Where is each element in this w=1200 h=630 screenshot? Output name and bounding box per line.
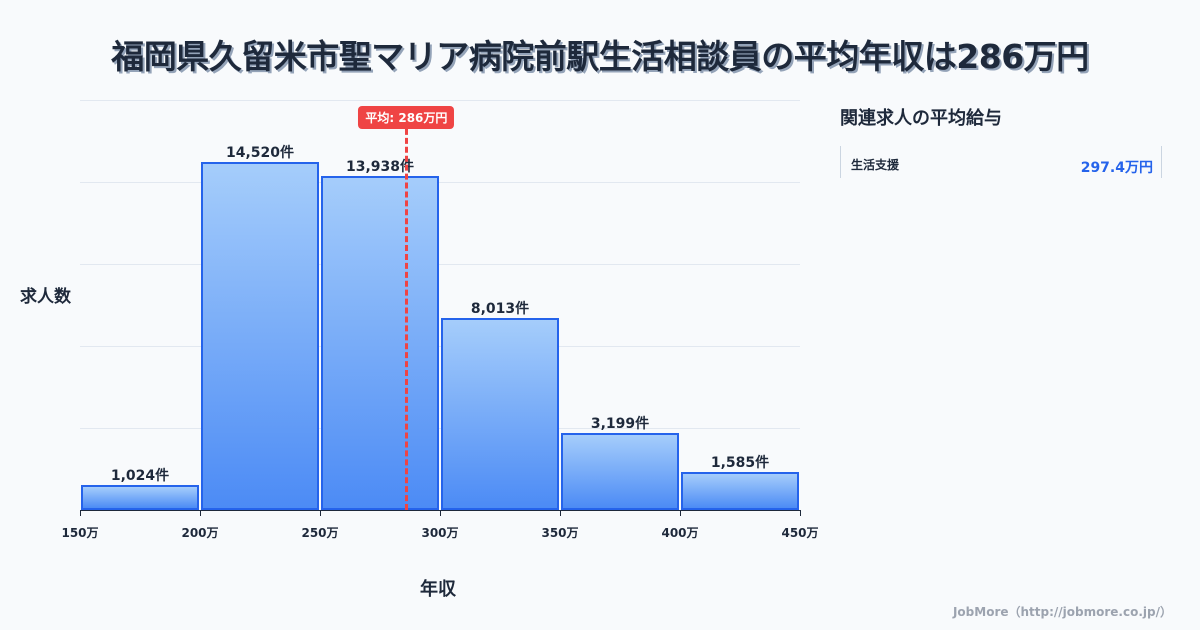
related-jobs-title: 関連求人の平均給与 (840, 108, 1002, 129)
footer-credit: JobMore（http://jobmore.co.jp/） (952, 605, 1172, 619)
gridline (80, 346, 800, 347)
bar-value-label: 1,024件 (110, 468, 170, 485)
histogram-bar (81, 485, 199, 510)
page-title: 福岡県久留米市聖マリア病院前駅生活相談員の平均年収は286万円 (111, 37, 1089, 76)
related-job-item[interactable]: 生活支援 297.4万円 (840, 146, 1162, 178)
y-axis-label: 求人数 (20, 287, 71, 307)
x-tick-label: 150万 (61, 526, 99, 540)
x-tick-label: 300万 (421, 526, 459, 540)
histogram-bar (321, 175, 439, 510)
bar-value-label: 14,520件 (225, 144, 295, 161)
x-tick (680, 510, 681, 516)
histogram-bar (201, 161, 319, 510)
related-job-salary: 297.4万円 (1080, 160, 1153, 176)
histogram-bar (441, 317, 559, 510)
histogram-bar (561, 433, 679, 510)
x-tick-label: 200万 (181, 526, 219, 540)
chart-plot-area: 1,024件 14,520件 13,938件 8,013件 3,199件 1,585件 (80, 100, 800, 510)
gridline (80, 428, 800, 429)
x-tick-label: 450万 (781, 526, 819, 540)
histogram-bar (681, 471, 799, 510)
bar-value-label: 8,013件 (470, 300, 530, 317)
x-tick (80, 510, 81, 516)
x-tick (560, 510, 561, 516)
x-tick-label: 350万 (541, 526, 579, 540)
gridline (80, 100, 800, 101)
bar-value-label: 13,938件 (345, 158, 415, 175)
x-tick (320, 510, 321, 516)
related-job-name: 生活支援 (851, 158, 900, 172)
x-tick (800, 510, 801, 516)
mean-badge: 平均: 286万円 (358, 106, 455, 129)
x-tick-label: 400万 (661, 526, 699, 540)
gridline (80, 182, 800, 183)
gridline (80, 264, 800, 265)
bar-value-label: 1,585件 (710, 454, 770, 471)
x-tick (200, 510, 201, 516)
x-axis-label: 年収 (420, 579, 456, 600)
bar-value-label: 3,199件 (590, 416, 650, 433)
x-tick (440, 510, 441, 516)
mean-line (404, 120, 408, 510)
x-tick-label: 250万 (301, 526, 339, 540)
